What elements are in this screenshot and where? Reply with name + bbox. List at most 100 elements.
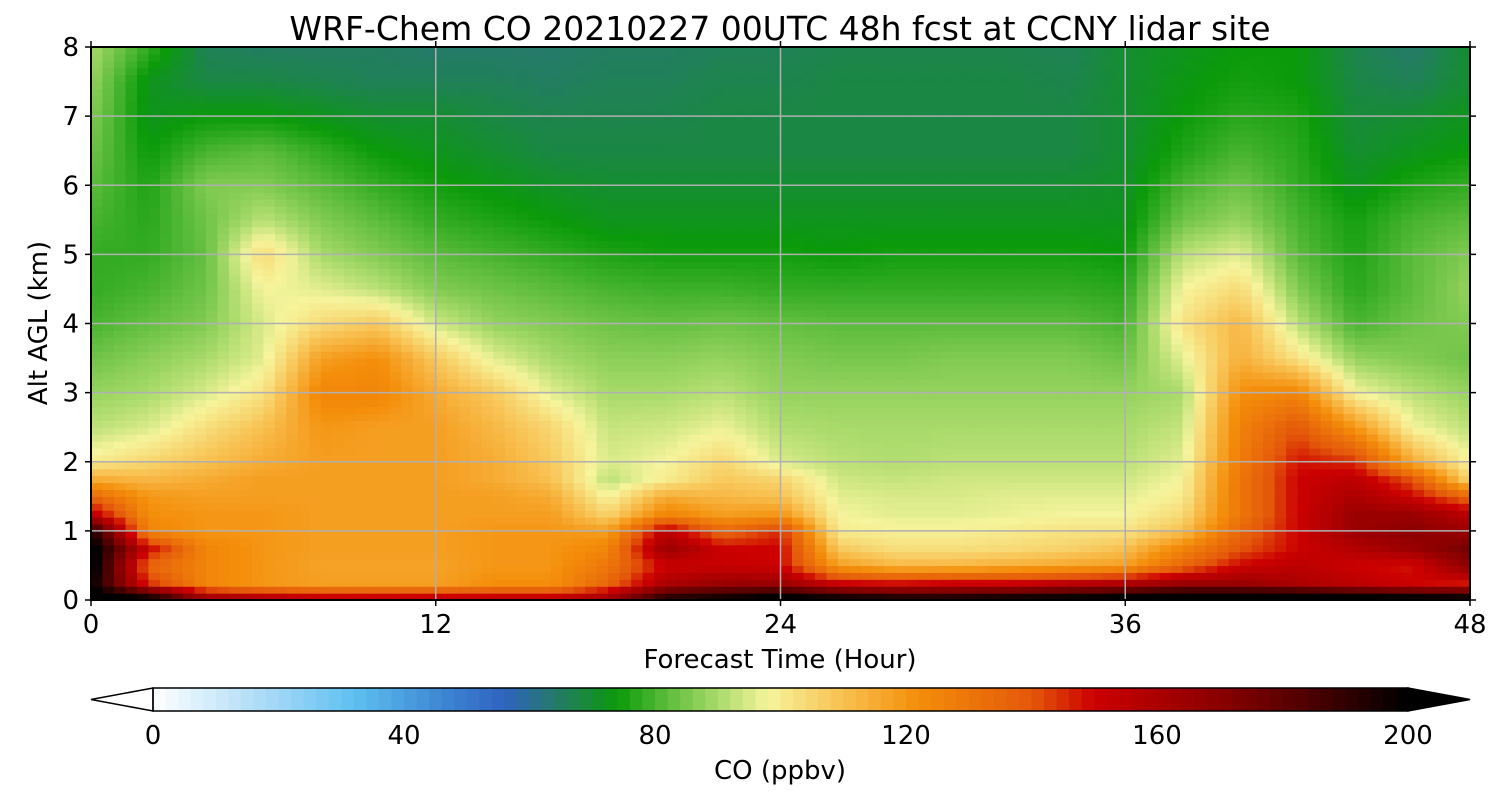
heat-cell: [631, 475, 644, 484]
heat-cell: [274, 226, 287, 235]
heat-cell: [780, 427, 793, 435]
heat-cell: [791, 503, 805, 511]
heat-cell: [125, 344, 138, 352]
heat-cell: [355, 371, 368, 380]
heat-cell: [366, 157, 379, 166]
heat-cell: [113, 544, 127, 553]
heat-cell: [251, 593, 264, 600]
heat-cell: [228, 185, 241, 193]
heat-cell: [263, 351, 276, 359]
heat-cell: [263, 275, 276, 283]
heat-cell: [263, 233, 276, 242]
heat-cell: [297, 351, 310, 359]
heat-cell: [389, 268, 402, 276]
heat-cell: [389, 192, 402, 200]
heat-cell: [700, 178, 713, 186]
heat-cell: [355, 178, 368, 186]
heat-cell: [194, 282, 207, 290]
heat-cell: [619, 489, 632, 497]
heat-cell: [711, 205, 724, 214]
heat-cell: [619, 95, 632, 103]
heat-cell: [102, 427, 115, 435]
heat-cell: [447, 81, 460, 90]
heat-cell: [573, 558, 586, 567]
heat-cell: [136, 420, 150, 428]
heat-cell: [240, 475, 253, 484]
heat-cell: [113, 302, 127, 311]
heat-cell: [378, 53, 391, 62]
heat-cell: [113, 143, 127, 152]
heat-cell: [309, 109, 322, 117]
heat-cell: [91, 143, 104, 152]
heat-cell: [366, 109, 379, 117]
heat-cell: [769, 192, 782, 200]
heat-cell: [102, 150, 115, 159]
heat-cell: [263, 489, 276, 497]
heat-cell: [711, 102, 724, 110]
heat-cell: [711, 60, 724, 69]
heat-cell: [723, 344, 736, 352]
heat-cell: [136, 53, 150, 62]
heat-cell: [746, 185, 759, 193]
heat-cell: [91, 295, 104, 304]
heat-cell: [435, 254, 448, 262]
heat-cell: [263, 157, 276, 166]
heat-cell: [757, 81, 770, 90]
heat-cell: [791, 482, 805, 490]
heat-cell: [734, 123, 747, 131]
heat-cell: [539, 413, 552, 421]
heat-cell: [654, 171, 667, 179]
heat-cell: [194, 219, 207, 228]
heat-cell: [171, 461, 184, 470]
heat-cell: [389, 489, 402, 497]
heat-cell: [217, 205, 230, 214]
heat-cell: [481, 109, 494, 117]
heat-cell: [677, 178, 690, 186]
heat-cell: [723, 551, 736, 560]
heat-cell: [343, 330, 356, 338]
heat-cell: [194, 468, 207, 477]
heat-cell: [769, 157, 782, 166]
heat-cell: [539, 205, 552, 214]
heat-cell: [297, 454, 310, 463]
heat-cell: [769, 323, 782, 332]
heat-cell: [769, 136, 782, 145]
heat-cell: [608, 116, 621, 124]
heat-cell: [274, 95, 287, 103]
heat-cell: [700, 171, 713, 179]
heat-cell: [113, 81, 127, 90]
heat-cell: [504, 109, 517, 117]
heat-cell: [562, 413, 575, 421]
heat-cell: [435, 330, 448, 338]
heat-cell: [194, 482, 207, 490]
heat-cell: [228, 420, 241, 428]
heat-cell: [412, 447, 425, 456]
heat-cell: [608, 240, 621, 249]
heat-cell: [562, 503, 575, 511]
heat-cell: [389, 351, 402, 359]
heat-cell: [378, 309, 391, 318]
heat-cell: [125, 282, 138, 290]
heat-cell: [539, 586, 552, 594]
heat-cell: [619, 385, 632, 394]
heat-cell: [378, 199, 391, 207]
heat-cell: [711, 558, 724, 567]
heat-cell: [642, 558, 655, 567]
heat-cell: [447, 337, 460, 345]
heat-cell: [309, 468, 322, 477]
heat-cell: [113, 205, 127, 214]
heat-cell: [91, 254, 104, 262]
heat-cell: [194, 551, 207, 560]
heat-cell: [665, 385, 678, 394]
heat-cell: [136, 544, 150, 553]
heat-cell: [746, 544, 759, 553]
heat-cell: [458, 558, 471, 567]
heat-cell: [240, 47, 253, 55]
heat-cell: [125, 406, 138, 414]
heat-cell: [182, 192, 196, 200]
heat-cell: [286, 164, 299, 173]
heat-cell: [711, 261, 724, 269]
heat-cell: [677, 572, 690, 580]
heat-cell: [780, 461, 793, 470]
heat-cell: [677, 530, 690, 539]
